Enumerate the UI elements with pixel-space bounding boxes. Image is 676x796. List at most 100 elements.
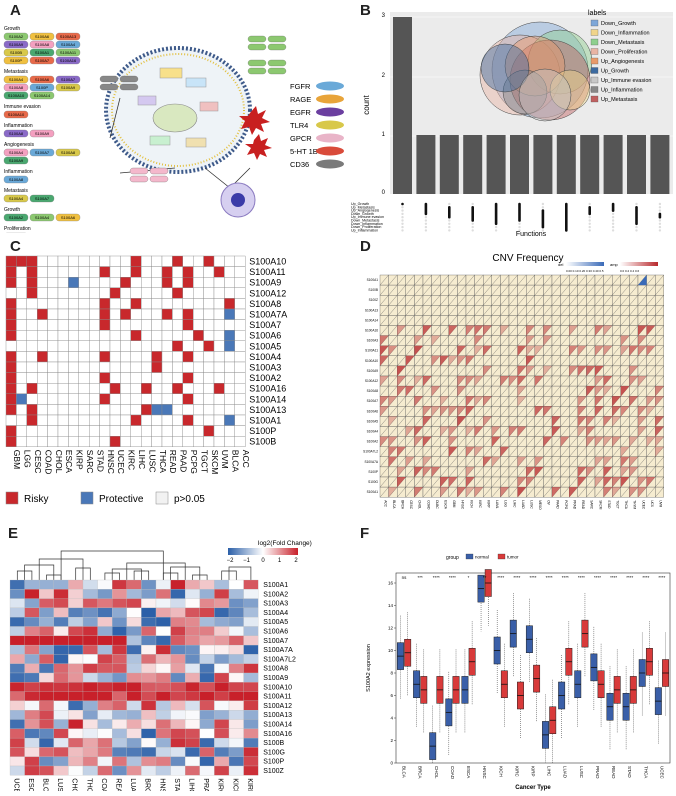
cnv-diag — [594, 335, 604, 346]
protein-pill — [129, 167, 149, 175]
cnv-diag — [517, 466, 527, 478]
cnv-diag — [414, 436, 424, 447]
cnv-diag — [569, 446, 578, 457]
cnv-diag — [655, 315, 664, 326]
survival-cell — [109, 414, 121, 426]
panel-e-heatmap: log2(Fold Change) −2 −1 0 1 2 S100A1 S100A2 S1… — [0, 535, 355, 796]
y-tick-label: 10 — [388, 648, 394, 653]
heatmap-cancer-label: LUSC — [56, 778, 63, 791]
cnv-diag — [534, 456, 544, 468]
matrix-dot — [401, 206, 404, 209]
cnv-row-label: S100A7A — [365, 460, 379, 464]
cnv-diag — [465, 476, 475, 488]
cnv-diag — [620, 315, 630, 326]
cnv-diag — [560, 284, 570, 296]
cnv-diag — [388, 436, 398, 447]
cnv-amp-triangle — [440, 396, 449, 407]
cnv-diag — [517, 305, 527, 316]
cnv-diag — [465, 305, 475, 316]
heatmap-cell — [155, 579, 171, 590]
cnv-diag — [551, 436, 561, 447]
heatmap-cell — [199, 635, 215, 646]
heatmap-cell — [126, 672, 142, 683]
significance-label: **** — [642, 575, 649, 580]
matrix-dot — [611, 229, 615, 232]
cnv-amp-triangle — [586, 386, 595, 397]
heatmap-cell — [53, 765, 69, 776]
cnv-col-label: LUSC — [530, 500, 534, 509]
survival-cell — [37, 404, 48, 416]
starburst-icon — [239, 106, 270, 135]
survival-cell — [172, 298, 183, 310]
cnv-diag — [612, 466, 621, 478]
survival-cell — [224, 308, 235, 320]
cnv-diag — [431, 365, 441, 377]
survival-cell — [37, 340, 48, 352]
survival-cell — [213, 414, 225, 426]
survival-cell — [68, 329, 80, 341]
heatmap-cell — [97, 719, 113, 729]
cnv-diag — [517, 426, 527, 437]
heatmap-legend-title: log2(Fold Change) — [258, 540, 312, 547]
cnv-diag — [448, 315, 458, 326]
heatmap-cell — [53, 747, 69, 757]
cnv-row-label: S100A4 — [367, 430, 379, 434]
survival-cell — [213, 277, 225, 289]
survival-cell — [130, 255, 142, 267]
cnv-diag — [577, 396, 587, 407]
intersection-bar — [627, 135, 646, 194]
cnv-diag — [551, 345, 561, 356]
heatmap-cell — [68, 700, 84, 711]
cnv-amp-triangle — [380, 406, 389, 417]
heatmap-cell — [243, 654, 259, 664]
survival-cell — [234, 382, 246, 394]
cnv-col-label: SARC — [590, 500, 594, 510]
survival-cell — [234, 255, 246, 267]
cnv-diag — [629, 456, 639, 468]
survival-cell — [57, 308, 69, 320]
signal-box-3 — [137, 95, 157, 106]
cnv-diag — [440, 466, 449, 478]
survival-cell — [26, 361, 38, 373]
survival-cell — [234, 319, 246, 331]
cnv-diag — [629, 406, 639, 417]
panel-c-survival-grid: S100A10 S100A11 S100A9 S100A12 S100A8 S100A7A… — [0, 250, 350, 520]
survival-cell — [192, 255, 204, 267]
cnv-diag — [646, 446, 656, 457]
cnv-diag — [517, 284, 527, 296]
survival-cell — [120, 414, 132, 426]
heatmap-cell — [228, 589, 244, 599]
heatmap-gene-label: S100A13 — [263, 712, 292, 719]
cnv-diag — [491, 476, 501, 488]
cancer-col-label: PAAD — [179, 450, 189, 473]
cnv-diag — [603, 396, 613, 407]
heatmap-cell — [243, 644, 259, 655]
survival-cell — [109, 382, 121, 394]
cnv-diag — [594, 355, 604, 367]
survival-cell — [203, 255, 215, 267]
cnv-diag — [517, 385, 527, 397]
cnv-amp-triangle — [466, 355, 475, 366]
heatmap-gene-label: S100A8 — [263, 666, 288, 673]
survival-cell — [182, 382, 194, 394]
cnv-diag — [577, 325, 587, 336]
survival-cell — [140, 382, 152, 394]
survival-cell — [99, 298, 111, 310]
significance-label: **** — [610, 575, 617, 580]
survival-cell — [213, 340, 225, 352]
cnv-diag — [448, 274, 458, 286]
cnv-amp-triangle — [388, 446, 398, 457]
cnv-diag — [491, 355, 501, 367]
cnv-col-label: OV — [547, 500, 551, 505]
cnv-row-label: S100A1 — [367, 278, 379, 282]
cnv-diag — [655, 476, 664, 488]
cnv-diag — [612, 486, 621, 498]
survival-cell — [68, 340, 80, 352]
survival-cell — [224, 361, 235, 373]
cnv-diag — [551, 406, 561, 417]
cnv-diag — [543, 385, 553, 397]
heatmap-cell — [214, 691, 230, 702]
cnv-diag — [414, 396, 424, 407]
cnv-diag — [457, 305, 467, 316]
cnv-diag — [440, 315, 449, 326]
